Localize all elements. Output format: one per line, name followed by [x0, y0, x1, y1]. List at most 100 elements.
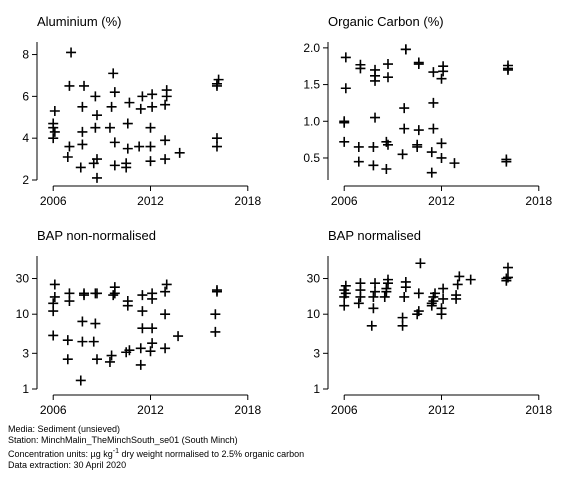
y-tick-label: 30	[16, 272, 30, 286]
data-point	[121, 158, 132, 169]
x-tick-label: 2012	[137, 403, 164, 417]
data-point	[104, 356, 115, 367]
y-tick-label: 3	[22, 346, 29, 360]
data-point	[399, 103, 410, 114]
data-point	[454, 271, 465, 282]
data-point	[109, 160, 120, 171]
data-point	[122, 143, 133, 154]
data-point	[413, 306, 424, 317]
data-point	[452, 279, 463, 290]
y-tick-label: 4	[22, 131, 29, 145]
data-point	[145, 346, 156, 357]
data-point	[122, 296, 133, 307]
footer-units: Concentration units: µg kg-1 dry weight …	[8, 446, 304, 460]
footer-units-suffix: dry weight normalised to 2.5% organic ca…	[118, 449, 305, 459]
data-point	[370, 64, 381, 75]
data-point	[77, 139, 88, 150]
footer-extraction: Data extraction: 30 April 2020	[8, 460, 127, 470]
data-point	[90, 122, 101, 133]
panel-organic-carbon: Organic Carbon (%) 0.5 1.0 1.5 2.0 2006 2012 20…	[303, 14, 552, 208]
data-point	[108, 68, 119, 79]
data-point	[104, 122, 115, 133]
data-point	[430, 288, 441, 299]
data-point	[91, 110, 102, 121]
y-tick-label: 0.5	[303, 151, 320, 165]
data-point	[147, 323, 158, 334]
data-point	[436, 152, 447, 163]
data-point	[436, 73, 447, 84]
data-point	[465, 274, 476, 285]
y-tick-label: 3	[313, 346, 320, 360]
data-point	[160, 135, 171, 146]
data-point	[370, 112, 381, 123]
x-tick-label: 2018	[234, 194, 261, 208]
data-point	[368, 160, 379, 171]
y-tick-label: 10	[16, 307, 30, 321]
data-point	[48, 298, 59, 309]
data-point	[90, 318, 101, 329]
footer-units-exp: -1	[112, 448, 119, 455]
data-point	[91, 288, 102, 299]
data-point	[426, 298, 437, 309]
data-point	[62, 354, 73, 365]
footer-units-unit: µg kg	[90, 449, 113, 459]
data-point	[174, 147, 185, 158]
data-point	[340, 52, 351, 63]
x-tick-label: 2018	[525, 403, 552, 417]
panel-bap-non-normalised: BAP non-normalised 1 3 10 30 2006 2012 2018	[16, 228, 262, 417]
data-point	[502, 60, 513, 71]
data-point	[91, 172, 102, 183]
panel-title: BAP non-normalised	[37, 228, 156, 243]
data-point	[147, 101, 158, 112]
data-point	[145, 141, 156, 152]
data-point	[438, 61, 449, 72]
data-point	[426, 167, 437, 178]
x-tick-label: 2012	[428, 194, 455, 208]
x-tick-label: 2012	[137, 194, 164, 208]
data-point	[135, 359, 146, 370]
x-tick-label: 2018	[234, 403, 261, 417]
data-point	[64, 141, 75, 152]
data-point	[397, 312, 408, 323]
data-point	[379, 291, 390, 302]
data-point	[428, 67, 439, 78]
data-point	[211, 141, 222, 152]
y-tick-label: 2.0	[303, 41, 320, 55]
panel-aluminium: Aluminium (%) 2 4 6 8 2006 2012 2018	[22, 14, 261, 208]
data-point	[48, 133, 59, 144]
y-tick-label: 30	[307, 272, 321, 286]
footer-station: Station: MinchMalin_TheMinchSouth_se01 (…	[8, 435, 238, 445]
data-point	[109, 137, 120, 148]
data-point	[428, 97, 439, 108]
y-tick-label: 10	[307, 307, 321, 321]
footer-units-prefix: Concentration units:	[8, 449, 91, 459]
data-point	[49, 106, 60, 116]
data-point	[109, 282, 120, 293]
data-point	[108, 290, 119, 301]
data-point	[340, 83, 351, 94]
data-point	[135, 103, 146, 114]
footer: Media: Sediment (unsieved) Station: Minc…	[8, 424, 304, 471]
data-point	[339, 116, 350, 127]
data-point	[134, 141, 145, 152]
data-point	[382, 72, 393, 83]
y-tick-label: 2	[22, 173, 29, 187]
data-point	[370, 278, 381, 289]
data-point	[370, 286, 381, 297]
y-tick-label: 6	[22, 89, 29, 103]
data-point	[66, 47, 77, 58]
data-point	[91, 154, 102, 165]
data-point	[353, 298, 364, 309]
data-point	[353, 156, 364, 167]
data-point	[145, 156, 156, 167]
data-point	[355, 278, 366, 289]
data-point	[413, 125, 424, 136]
data-point	[160, 154, 171, 165]
x-tick-label: 2006	[40, 403, 67, 417]
data-point	[449, 158, 460, 169]
data-point	[106, 101, 117, 112]
data-point	[211, 78, 222, 89]
data-point	[502, 262, 513, 273]
data-point	[428, 123, 439, 134]
